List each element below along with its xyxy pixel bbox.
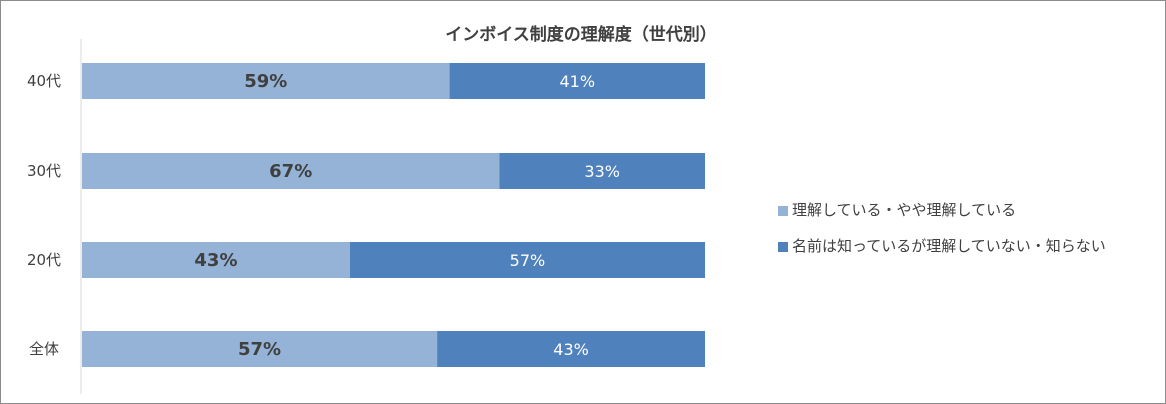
bar-segment	[349, 242, 705, 278]
bar-segment	[499, 153, 705, 189]
category-label: 40代	[27, 72, 61, 90]
category-label: 全体	[29, 340, 59, 358]
data-label: 33%	[584, 162, 620, 181]
data-label: 59%	[244, 71, 287, 92]
data-label: 67%	[269, 161, 312, 182]
data-label: 43%	[194, 250, 237, 271]
bar-segment	[82, 331, 438, 367]
legend-label: 名前は知っているが理解していない・知らない	[792, 237, 1106, 255]
bar-segment	[449, 63, 705, 99]
legend-swatch	[778, 242, 788, 252]
data-label: 43%	[553, 340, 589, 359]
bars-layer: 40代 59% 41% 30代 67% 33% 20代 43% 57% 全体 57% 43%	[27, 63, 705, 367]
bar-segment	[82, 63, 450, 99]
legend-label: 理解している・やや理解している	[792, 201, 1016, 219]
category-label: 20代	[27, 251, 61, 269]
legend-swatch	[778, 206, 788, 216]
bar-segment	[82, 242, 350, 278]
data-label: 41%	[560, 72, 596, 91]
data-label: 57%	[238, 339, 281, 360]
category-label: 30代	[27, 162, 61, 180]
chart-title: インボイス制度の理解度（世代別）	[445, 24, 717, 45]
bar-segment	[82, 153, 500, 189]
bar-segment	[437, 331, 705, 367]
data-label: 57%	[510, 251, 546, 270]
